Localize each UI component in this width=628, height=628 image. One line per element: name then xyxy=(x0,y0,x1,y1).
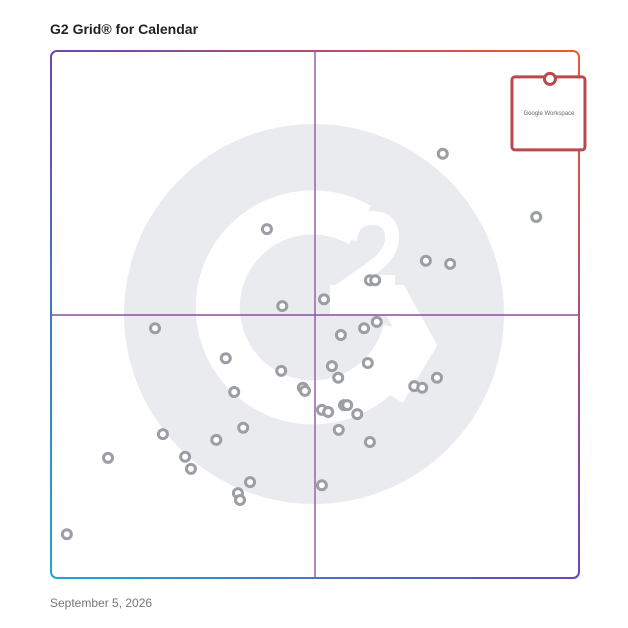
point xyxy=(149,322,162,335)
point xyxy=(369,274,382,287)
point xyxy=(184,462,197,475)
point xyxy=(317,293,330,306)
point xyxy=(322,405,335,418)
point xyxy=(419,254,432,267)
highlight-point xyxy=(542,71,557,86)
chart-title: G2 Grid® for Calendar xyxy=(50,21,199,37)
point xyxy=(276,300,289,313)
point xyxy=(358,322,371,335)
point xyxy=(298,384,311,397)
point xyxy=(315,479,328,492)
point xyxy=(102,451,115,464)
point xyxy=(332,371,345,384)
point xyxy=(179,450,192,463)
point xyxy=(334,329,347,342)
point xyxy=(156,428,169,441)
point xyxy=(210,433,223,446)
point xyxy=(237,421,250,434)
point xyxy=(332,423,345,436)
point xyxy=(234,494,247,507)
point xyxy=(416,381,429,394)
point xyxy=(60,528,73,541)
point xyxy=(228,385,241,398)
point xyxy=(341,399,354,412)
point xyxy=(363,436,376,449)
point xyxy=(361,356,374,369)
point xyxy=(444,257,457,270)
grid-border xyxy=(50,50,580,579)
point xyxy=(436,147,449,160)
point xyxy=(530,211,543,224)
watermark xyxy=(124,124,504,504)
point xyxy=(325,360,338,373)
point xyxy=(351,408,364,421)
date: September 5, 2026 xyxy=(50,596,152,610)
point xyxy=(219,352,232,365)
point xyxy=(370,315,383,328)
point xyxy=(430,371,443,384)
point xyxy=(244,476,257,489)
point xyxy=(275,364,288,377)
highlight-label: Google Workspace xyxy=(523,111,575,117)
point xyxy=(260,223,273,236)
